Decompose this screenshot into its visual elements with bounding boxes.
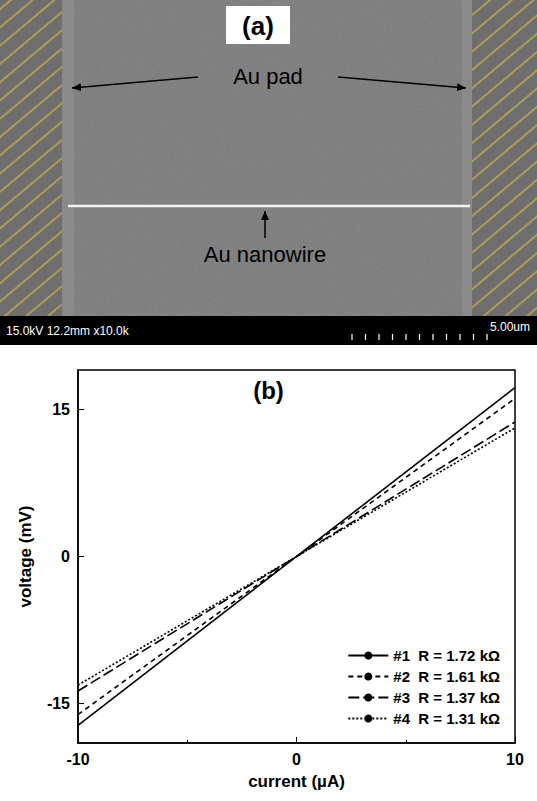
svg-text:10: 10: [506, 751, 524, 768]
svg-text:15.0kV 12.2mm x10.0k: 15.0kV 12.2mm x10.0k: [6, 324, 130, 338]
svg-text:0: 0: [61, 548, 70, 565]
svg-text:-10: -10: [66, 751, 89, 768]
svg-text:15: 15: [52, 401, 70, 418]
svg-text:Au nanowire: Au nanowire: [204, 242, 326, 267]
svg-text:#4 R = 1.31 kΩ: #4 R = 1.31 kΩ: [393, 710, 500, 727]
svg-text:#1 R = 1.72 kΩ: #1 R = 1.72 kΩ: [393, 647, 500, 664]
svg-text:#3 R = 1.37 kΩ: #3 R = 1.37 kΩ: [393, 689, 500, 706]
svg-text:0: 0: [292, 751, 301, 768]
svg-text:voltage (mV): voltage (mV): [16, 505, 35, 607]
svg-text:(b): (b): [253, 377, 284, 404]
svg-text:Au pad: Au pad: [233, 64, 303, 89]
svg-text:(a): (a): [242, 11, 274, 41]
svg-text:5.00um: 5.00um: [490, 320, 530, 334]
svg-text:-15: -15: [47, 695, 70, 712]
svg-text:current (µA): current (µA): [248, 772, 345, 791]
svg-text:#2 R = 1.61 kΩ: #2 R = 1.61 kΩ: [393, 668, 500, 685]
